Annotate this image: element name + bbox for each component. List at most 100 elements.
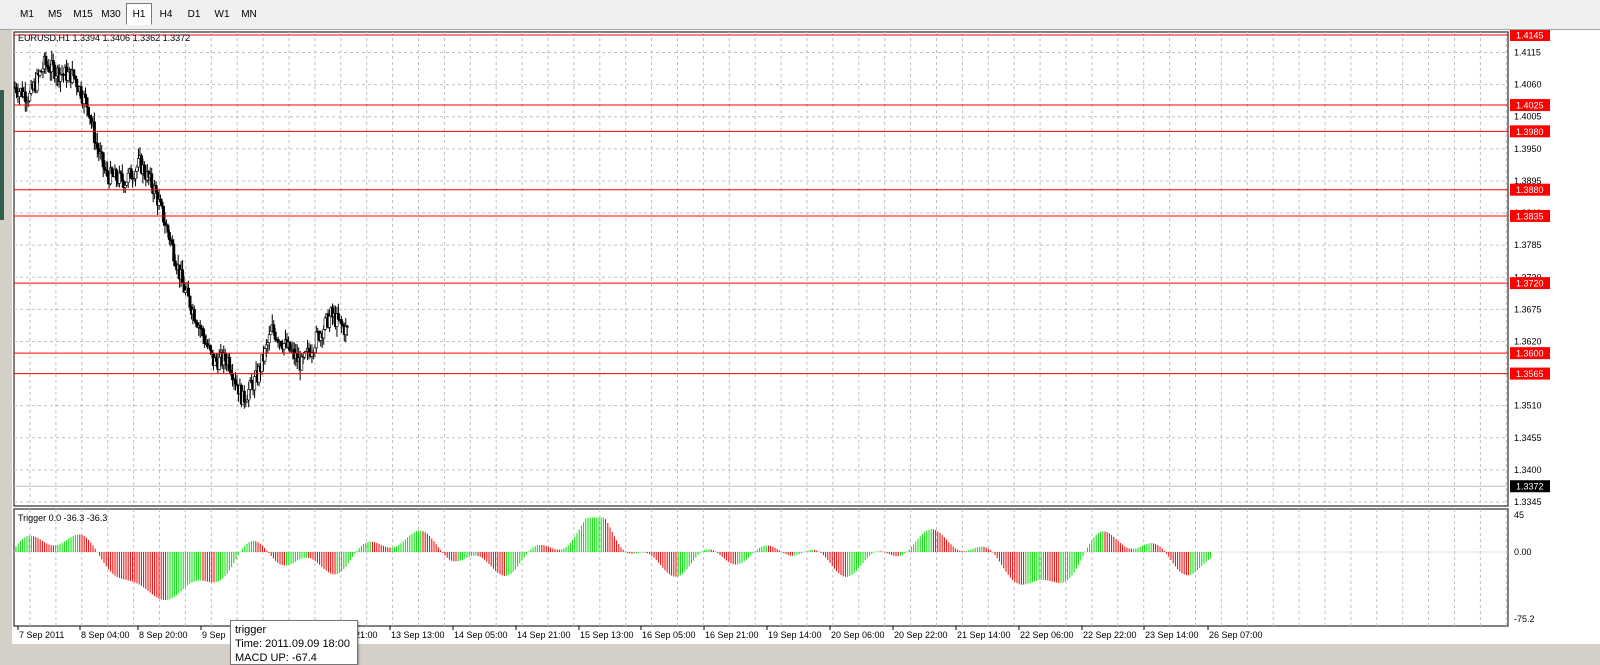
- candle-body: [160, 201, 164, 207]
- candle-body: [194, 320, 198, 324]
- level-price-badge: [1510, 125, 1550, 138]
- candle-body: [44, 55, 48, 66]
- timeframe-h4-button[interactable]: H4: [159, 9, 173, 20]
- time-axis-label: 14 Sep 21:00: [517, 630, 571, 640]
- candle-body: [87, 106, 91, 116]
- time-axis-label: 20 Sep 06:00: [831, 630, 885, 640]
- timeframe-w1-button[interactable]: W1: [214, 9, 230, 20]
- candle-body: [110, 167, 114, 175]
- candle-body: [181, 269, 185, 283]
- candle-body: [250, 380, 254, 384]
- indicator-tick-label: 0.00: [1514, 547, 1532, 557]
- time-axis-label: 23 Sep 14:00: [1145, 630, 1199, 640]
- candle-body: [14, 87, 18, 94]
- time-axis-label: 14 Sep 05:00: [454, 630, 508, 640]
- time-axis-label: 13 Sep 13:00: [391, 630, 445, 640]
- timeframe-m5-button[interactable]: M5: [48, 9, 62, 20]
- timeframe-m15-button[interactable]: M15: [73, 9, 93, 20]
- candle-body: [269, 330, 273, 336]
- indicator-tick-label: -75.2: [1514, 614, 1535, 624]
- time-axis-label: 19 Sep 14:00: [768, 630, 822, 640]
- level-price-label: 1.4025: [1516, 101, 1544, 111]
- level-price-badge: [1510, 99, 1550, 112]
- price-tick-label: 1.3620: [1514, 336, 1542, 346]
- chart-area[interactable]: 1.41151.40601.40051.39501.38951.38401.37…: [12, 29, 1600, 644]
- time-axis-label: 16 Sep 05:00: [642, 630, 696, 640]
- candle-body: [328, 315, 332, 328]
- candle-body: [263, 348, 267, 362]
- candle-body: [114, 169, 118, 181]
- candle-body: [84, 93, 88, 99]
- chart-svg[interactable]: 1.41151.40601.40051.39501.38951.38401.37…: [12, 29, 1600, 644]
- candle-body: [322, 329, 326, 339]
- candle-body: [75, 78, 79, 88]
- candle-body: [106, 170, 110, 177]
- candle-body: [163, 221, 167, 226]
- price-tick-label: 1.3455: [1514, 433, 1542, 443]
- candle-body: [167, 232, 171, 241]
- price-tick-label: 1.4060: [1514, 80, 1542, 90]
- level-price-label: 1.3565: [1516, 369, 1544, 379]
- level-price-badge: [1510, 367, 1550, 380]
- candle-body: [161, 205, 165, 223]
- candle-body: [159, 198, 163, 203]
- time-axis-label: 9 Sep: [202, 630, 226, 640]
- left-strip: [0, 30, 12, 630]
- tooltip-line-time: Time: 2011.09.09 18:00: [235, 638, 350, 650]
- candle-body: [201, 328, 205, 337]
- main-chart-panel: [13, 31, 1509, 507]
- candle-body: [150, 173, 154, 188]
- candle-body: [47, 66, 51, 72]
- price-tick-label: 1.4115: [1514, 48, 1541, 58]
- level-price-badge: [1510, 183, 1550, 196]
- candle-body: [51, 60, 55, 66]
- candle-body: [272, 324, 276, 333]
- price-tick-label: 1.3785: [1514, 240, 1542, 250]
- level-price-badge: [1510, 29, 1550, 41]
- timeframe-m1-button[interactable]: M1: [20, 9, 34, 20]
- tooltip-line-name: trigger: [235, 624, 267, 636]
- candle-body: [267, 334, 271, 344]
- candle-body: [79, 86, 83, 100]
- candle-body: [136, 158, 140, 168]
- candle-body: [166, 224, 170, 233]
- price-tick-label: 1.3675: [1514, 304, 1542, 314]
- candle-body: [17, 91, 21, 97]
- level-price-label: 1.3980: [1516, 127, 1544, 137]
- timeframe-m30-button[interactable]: M30: [101, 9, 121, 20]
- candle-body: [336, 313, 340, 320]
- tooltip-line-value: MACD UP: -67.4: [235, 652, 317, 664]
- time-axis-label: 8 Sep 20:00: [139, 630, 188, 640]
- timeframe-mn-button[interactable]: MN: [241, 9, 257, 20]
- level-price-label: 1.4145: [1516, 31, 1544, 41]
- candle-body: [247, 389, 251, 401]
- candle-body: [125, 181, 129, 186]
- candle-body: [264, 344, 268, 349]
- candle-body: [300, 356, 304, 371]
- price-tick-label: 1.3400: [1514, 465, 1542, 475]
- candle-body: [228, 357, 232, 371]
- candle-body: [170, 240, 174, 245]
- candle-body: [323, 317, 327, 330]
- candle-body: [186, 287, 190, 297]
- candle-body: [282, 343, 286, 350]
- time-axis-label: 21:00: [355, 630, 378, 640]
- candle-body: [288, 341, 292, 352]
- candle-body: [339, 319, 343, 325]
- time-axis-label: 26 Sep 07:00: [1209, 630, 1263, 640]
- time-axis-label: 20 Sep 22:00: [894, 630, 948, 640]
- timeframe-d1-button[interactable]: D1: [187, 9, 201, 20]
- candle-body: [41, 68, 45, 72]
- candle-body: [184, 289, 188, 293]
- candle-body: [242, 390, 246, 403]
- indicator-tick-label: 45: [1514, 510, 1524, 520]
- candle-body: [103, 166, 107, 170]
- indicator-tooltip: trigger Time: 2011.09.09 18:00 MACD UP: …: [230, 620, 358, 665]
- price-tick-label: 1.4005: [1514, 112, 1542, 122]
- level-price-label: 1.3835: [1516, 211, 1544, 221]
- time-axis-label: 22 Sep 06:00: [1020, 630, 1074, 640]
- level-price-label: 1.3720: [1516, 279, 1544, 289]
- timeframe-h1-button[interactable]: H1: [126, 3, 152, 25]
- candle-body: [345, 325, 349, 328]
- indicator-info: Trigger 0.0 -36.3 -36.3: [18, 513, 107, 523]
